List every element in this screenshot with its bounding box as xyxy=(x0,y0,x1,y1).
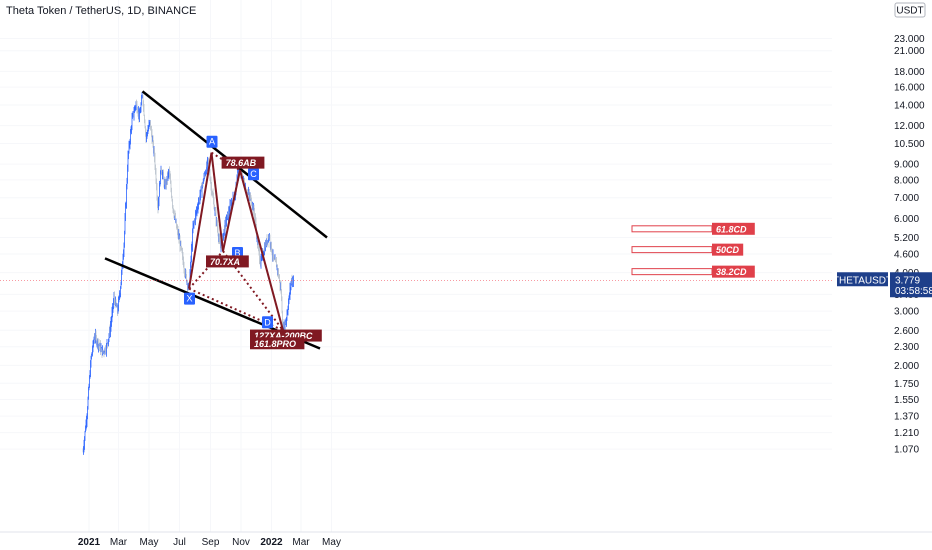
fib-level-line xyxy=(631,246,713,254)
price-tick-label: 6.000 xyxy=(894,214,919,225)
pattern-annotation xyxy=(206,255,249,268)
price-tick-label: 1.210 xyxy=(894,428,919,439)
fib-level-tag xyxy=(712,265,755,278)
time-tick-label: May xyxy=(140,537,159,548)
fib-level-label: 61.8CD xyxy=(716,224,747,234)
price-tick-label: 7.000 xyxy=(894,193,919,204)
fib-level-line xyxy=(631,268,713,276)
time-tick-label: Mar xyxy=(292,537,310,548)
pattern-leg-ab xyxy=(210,152,224,252)
price-tick-label: 5.200 xyxy=(894,233,919,244)
price-tick-label: 18.000 xyxy=(894,67,925,78)
pattern-annotation-text: 127XA-200BC xyxy=(254,331,313,341)
pattern-leg-cd xyxy=(239,169,284,331)
price-tick-label: 3.000 xyxy=(894,307,919,318)
pattern-point-label: C xyxy=(250,169,257,179)
pattern-point-c xyxy=(248,168,259,181)
price-tick-label: 1.370 xyxy=(894,412,919,423)
pattern-ratio-xb xyxy=(188,250,224,290)
countdown-text: 03:58:58 xyxy=(895,286,932,297)
price-tick-label: 12.000 xyxy=(894,121,925,132)
time-tick-label: 2021 xyxy=(78,537,101,548)
currency-badge xyxy=(894,2,926,18)
pattern-annotation-text: 161.8PRO xyxy=(254,339,296,349)
price-tick-label: 21.000 xyxy=(894,46,925,57)
time-tick-label: Mar xyxy=(110,537,128,548)
pattern-point-d xyxy=(262,316,273,329)
time-axis[interactable]: 2021 Mar May Jul Sep Nov 2022 Mar May xyxy=(78,537,341,548)
pattern-leg-xa xyxy=(188,152,213,289)
fib-levels: 61.8CD 50CD 38.2CD xyxy=(631,222,755,278)
symbol-badge-text: THETAUSDT xyxy=(833,275,892,286)
price-tick-label: 8.000 xyxy=(894,175,919,186)
fib-level-tag xyxy=(712,243,744,256)
time-tick-label: Nov xyxy=(232,537,250,548)
chart-grid xyxy=(0,0,832,532)
price-tick-label: 1.750 xyxy=(894,379,919,390)
currency-badge-text: USDT xyxy=(896,6,923,17)
time-tick-label: Jul xyxy=(173,537,186,548)
price-tick-label: 23.000 xyxy=(894,34,925,45)
price-tick-label: 16.000 xyxy=(894,83,925,94)
price-tick-label: 1.070 xyxy=(894,445,919,456)
pattern-annotation xyxy=(221,156,265,169)
price-tick-label: 2.000 xyxy=(894,361,919,372)
time-axis-background[interactable] xyxy=(0,532,832,550)
fib-level-line xyxy=(631,225,713,233)
time-tick-label: Sep xyxy=(202,537,220,548)
pattern-leg-bc xyxy=(222,169,241,252)
fib-level-tag xyxy=(712,222,755,235)
price-tick-label: 1.550 xyxy=(894,395,919,406)
pattern-point-label: A xyxy=(209,137,215,147)
last-price-badge xyxy=(890,272,932,298)
symbol-badge xyxy=(837,272,888,287)
chart-title: Theta Token / TetherUS, 1D, BINANCE xyxy=(6,5,197,17)
price-tick-label: 2.300 xyxy=(894,342,919,353)
fib-level-label: 50CD xyxy=(716,245,740,255)
price-tick-label: 4.600 xyxy=(894,249,919,260)
pattern-annotation-text: 70.7XA xyxy=(210,257,240,267)
time-tick-label: May xyxy=(322,537,341,548)
pattern-point-a xyxy=(206,135,218,148)
pattern-annotation xyxy=(250,337,305,350)
time-tick-label: 2022 xyxy=(260,537,283,548)
pattern-point-label: D xyxy=(264,317,271,327)
pattern-annotation-text: 78.6AB xyxy=(226,158,257,168)
fib-level-label: 38.2CD xyxy=(716,267,747,277)
pattern-point-label: B xyxy=(234,248,240,258)
last-price-text: 3.779 xyxy=(895,275,920,286)
candles xyxy=(82,92,294,455)
price-tick-label: 14.000 xyxy=(894,100,925,111)
pattern-point-label: X xyxy=(186,294,192,304)
price-tick-label: 9.000 xyxy=(894,160,919,171)
price-tick-label: 10.500 xyxy=(894,139,925,150)
pattern-point-x xyxy=(184,292,195,305)
price-tick-label: 2.600 xyxy=(894,326,919,337)
